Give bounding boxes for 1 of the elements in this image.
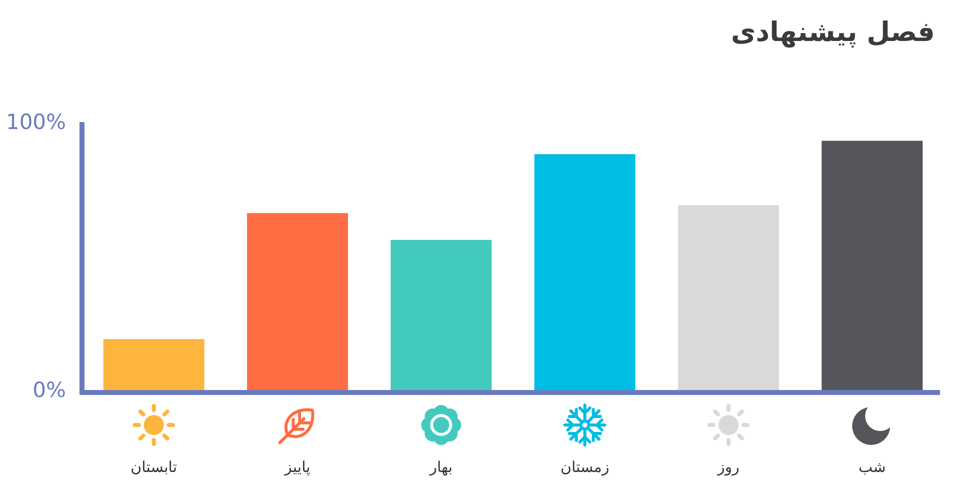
title: فصل پیشنهادی [730,17,935,48]
